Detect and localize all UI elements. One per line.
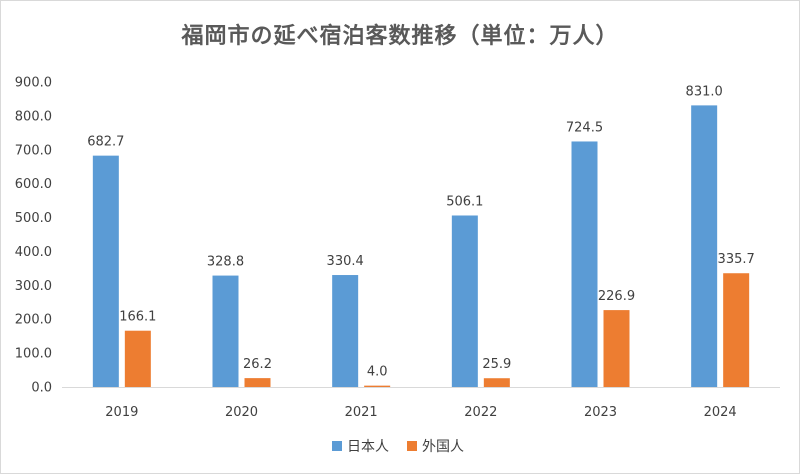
y-tick-label: 300.0 (15, 279, 52, 294)
legend-swatch (332, 441, 342, 451)
bar-japanese-2022 (451, 215, 478, 387)
data-label: 25.9 (482, 357, 511, 372)
legend-label: 日本人 (347, 439, 389, 455)
bar-japanese-2020 (212, 275, 239, 387)
chart-title: 福岡市の延べ宿泊客数推移（単位：万人） (181, 24, 619, 49)
x-axis: 2019 2020 2021 2022 2023 2024 (62, 387, 780, 420)
y-tick-label: 0.0 (31, 381, 52, 396)
bar-foreign-2021 (364, 385, 391, 387)
data-labels: 682.7 166.1 328.8 26.2 330.4 4.0 506.1 25.9 724.… (87, 84, 755, 379)
bar-foreign-2024 (723, 273, 750, 387)
bar-japanese-2023 (571, 141, 598, 387)
data-label: 506.1 (446, 194, 483, 209)
legend: 日本人 外国人 (332, 439, 464, 455)
data-label: 166.1 (119, 310, 156, 325)
data-label: 831.0 (686, 84, 723, 99)
data-label: 4.0 (367, 365, 388, 380)
data-label: 682.7 (87, 135, 124, 150)
legend-label: 外国人 (422, 439, 464, 455)
bar-japanese-2019 (92, 155, 119, 387)
x-tick-label: 2022 (464, 405, 497, 420)
bar-japanese-2021 (332, 275, 359, 387)
y-tick-label: 100.0 (15, 347, 52, 362)
y-tick-label: 700.0 (15, 143, 52, 158)
legend-swatch (407, 441, 417, 451)
y-tick-label: 600.0 (15, 177, 52, 192)
x-tick-label: 2020 (225, 405, 258, 420)
bars (92, 105, 750, 387)
y-tick-label: 900.0 (15, 76, 52, 91)
bar-foreign-2019 (124, 330, 151, 387)
data-label: 335.7 (718, 252, 755, 267)
y-tick-label: 800.0 (15, 109, 52, 124)
y-tick-label: 400.0 (15, 245, 52, 260)
data-label: 226.9 (598, 289, 635, 304)
data-label: 328.8 (207, 255, 244, 270)
data-label: 26.2 (243, 357, 272, 372)
bar-foreign-2020 (244, 378, 271, 387)
x-tick-label: 2024 (704, 405, 737, 420)
bar-japanese-2024 (691, 105, 718, 387)
y-tick-label: 500.0 (15, 211, 52, 226)
bar-foreign-2023 (603, 310, 630, 387)
x-tick-label: 2023 (584, 405, 617, 420)
x-tick-label: 2019 (105, 405, 138, 420)
data-label: 724.5 (566, 120, 603, 135)
y-tick-label: 200.0 (15, 313, 52, 328)
data-label: 330.4 (327, 254, 364, 269)
x-tick-label: 2021 (345, 405, 378, 420)
y-axis: 0.0 100.0 200.0 300.0 400.0 500.0 600.0 700.0 80… (15, 76, 52, 396)
bar-foreign-2022 (483, 378, 510, 387)
